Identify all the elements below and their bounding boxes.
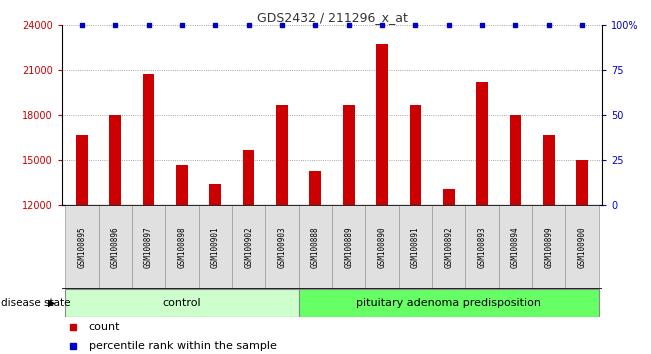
Bar — [165, 205, 199, 289]
Bar — [566, 205, 599, 289]
Bar — [243, 150, 255, 205]
Bar — [465, 205, 499, 289]
Text: GSM100901: GSM100901 — [211, 226, 220, 268]
Bar — [477, 82, 488, 205]
Bar — [109, 115, 121, 205]
Text: pituitary adenoma predisposition: pituitary adenoma predisposition — [356, 298, 541, 308]
Text: GSM100891: GSM100891 — [411, 226, 420, 268]
Bar — [143, 74, 154, 205]
Bar — [365, 205, 398, 289]
Bar — [510, 115, 521, 205]
Bar — [232, 205, 266, 289]
Bar — [299, 289, 599, 317]
Text: GSM100903: GSM100903 — [277, 226, 286, 268]
Bar — [276, 104, 288, 205]
Bar — [65, 289, 299, 317]
Bar — [299, 205, 332, 289]
Text: GSM100888: GSM100888 — [311, 226, 320, 268]
Bar — [499, 205, 532, 289]
Text: GSM100893: GSM100893 — [478, 226, 486, 268]
Bar — [409, 104, 421, 205]
Text: GSM100894: GSM100894 — [511, 226, 520, 268]
Bar — [532, 205, 566, 289]
Text: GSM100892: GSM100892 — [444, 226, 453, 268]
Text: GSM100899: GSM100899 — [544, 226, 553, 268]
Bar — [309, 171, 321, 205]
Text: ▶: ▶ — [48, 298, 55, 308]
Bar — [132, 205, 165, 289]
Bar — [266, 205, 299, 289]
Text: disease state: disease state — [1, 298, 71, 308]
Bar — [332, 205, 365, 289]
Text: GSM100895: GSM100895 — [77, 226, 87, 268]
Text: count: count — [89, 322, 120, 332]
Bar — [76, 135, 88, 205]
Bar — [65, 205, 98, 289]
Text: GSM100900: GSM100900 — [577, 226, 587, 268]
Bar — [199, 205, 232, 289]
Text: GSM100889: GSM100889 — [344, 226, 353, 268]
Text: control: control — [163, 298, 201, 308]
Text: GSM100896: GSM100896 — [111, 226, 120, 268]
Bar — [343, 104, 355, 205]
Bar — [210, 184, 221, 205]
Bar — [443, 189, 454, 205]
Title: GDS2432 / 211296_x_at: GDS2432 / 211296_x_at — [256, 11, 408, 24]
Bar — [376, 44, 388, 205]
Bar — [543, 135, 555, 205]
Text: GSM100902: GSM100902 — [244, 226, 253, 268]
Text: GSM100898: GSM100898 — [178, 226, 186, 268]
Bar — [98, 205, 132, 289]
Text: percentile rank within the sample: percentile rank within the sample — [89, 341, 277, 351]
Bar — [176, 165, 187, 205]
Text: GSM100890: GSM100890 — [378, 226, 387, 268]
Bar — [398, 205, 432, 289]
Bar — [576, 160, 588, 205]
Text: GSM100897: GSM100897 — [144, 226, 153, 268]
Bar — [432, 205, 465, 289]
